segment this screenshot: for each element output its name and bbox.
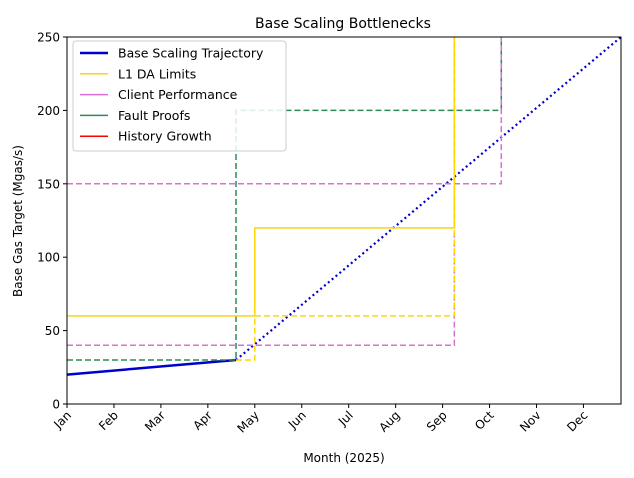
x-tick-label: Mar [142,408,168,434]
x-axis: Jan Feb Mar Apr May Jun Jul Aug Sep Oct Nov Dec [50,404,591,436]
legend-label: L1 DA Limits [118,66,196,81]
y-axis: 0 50 100 150 200 250 [37,31,67,412]
y-tick-label: 250 [37,31,60,45]
y-axis-label: Base Gas Target (Mgas/s) [11,145,25,297]
x-tick-label: Dec [564,408,590,434]
series-line-client-dashed [67,37,456,347]
legend-box [72,40,287,152]
x-tick-label: Nov [517,408,543,434]
legend-label: Base Scaling Trajectory [118,46,264,61]
y-tick-label: 150 [37,177,60,191]
series-line-client-dashed-2 [67,37,503,185]
series-line-l1da-dashed-a [236,37,456,361]
series-line-trajectory-dotted [235,37,621,361]
x-tick-label: Feb [96,408,121,433]
x-tick-label: Jun [285,408,309,432]
legend-label: Client Performance [118,87,238,102]
plot-frame [66,36,622,405]
x-tick-label: Aug [376,408,402,434]
y-tick-label: 0 [52,398,60,412]
chart-title: Base Scaling Bottlenecks [255,16,431,32]
legend: Base Scaling Trajectory L1 DA Limits Clien… [72,40,287,152]
x-tick-label: Jan [50,408,74,432]
x-tick-label: Apr [190,408,215,433]
series-line-trajectory-solid [67,358,237,376]
legend-label: Fault Proofs [118,108,190,123]
x-tick-label: May [234,408,261,435]
y-tick-label: 200 [37,104,60,118]
x-axis-label: Month (2025) [303,451,384,465]
y-tick-label: 100 [37,251,60,265]
x-tick-label: Sep [424,408,450,434]
y-tick-label: 50 [45,324,60,338]
x-tick-label: Oct [472,408,497,433]
legend-label: History Growth [118,129,212,144]
x-tick-label: Jul [335,408,356,429]
